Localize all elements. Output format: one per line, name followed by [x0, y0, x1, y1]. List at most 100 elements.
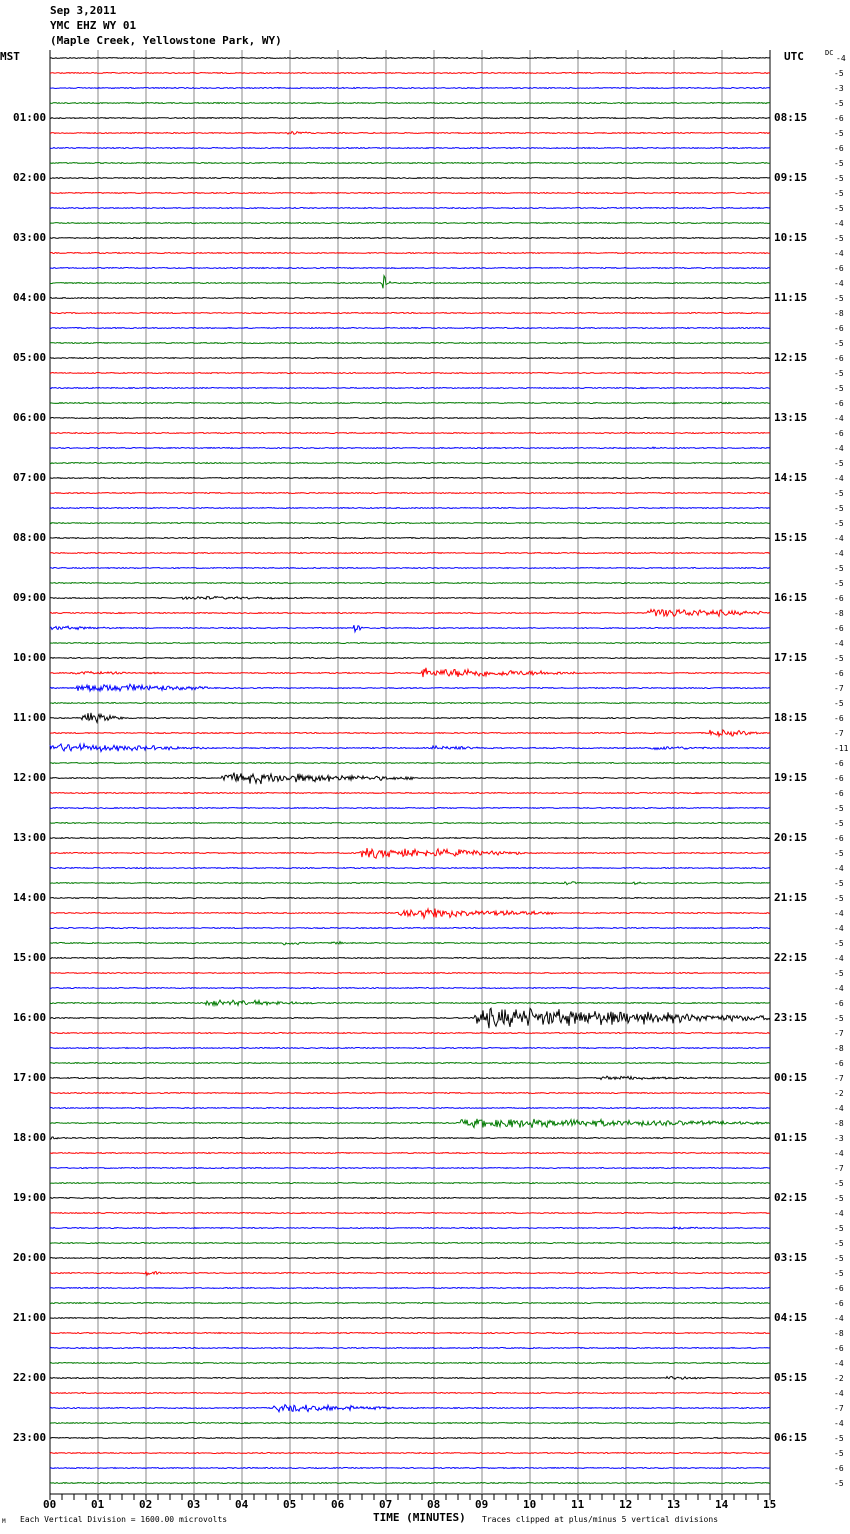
seismic-trace — [50, 356, 770, 360]
dc-offset-label: -4 — [834, 924, 844, 933]
seismic-trace — [49, 1361, 771, 1365]
dc-offset-label: -6 — [834, 594, 844, 603]
utc-hour-label: 19:15 — [774, 771, 808, 784]
dc-offset-label: -4 — [834, 1389, 844, 1398]
seismic-trace — [49, 1181, 771, 1185]
mst-hour-label: 22:00 — [13, 1371, 47, 1384]
seismic-trace — [49, 1241, 771, 1245]
dc-offset-label: -6 — [834, 789, 844, 798]
utc-hour-label: 13:15 — [774, 411, 808, 424]
dc-offset-label: -5 — [834, 564, 844, 573]
dc-offset-label: -6 — [834, 144, 844, 153]
dc-offset-label: -4 — [834, 984, 844, 993]
dc-offset-label: -4 — [834, 639, 844, 648]
seismic-trace — [49, 608, 771, 618]
x-tick-label: 14 — [715, 1498, 729, 1511]
dc-offset-label: -5 — [834, 894, 844, 903]
mst-hour-label: 04:00 — [13, 291, 47, 304]
seismic-trace — [49, 176, 771, 180]
seismic-trace — [49, 1403, 771, 1414]
seismic-trace — [49, 896, 771, 900]
dc-offset-label: -5 — [834, 1014, 844, 1023]
seismic-trace — [49, 130, 771, 135]
seismic-trace — [49, 1225, 771, 1230]
dc-offset-label: -4 — [834, 1359, 844, 1368]
dc-offset-label: -8 — [834, 309, 844, 318]
dc-offset-label: -2 — [834, 1374, 844, 1383]
dc-offset-label: -8 — [834, 1044, 844, 1053]
dc-offset-label: -6 — [834, 714, 844, 723]
utc-hour-label: 01:15 — [774, 1131, 808, 1144]
mst-hour-label: 02:00 — [13, 171, 47, 184]
seismic-trace — [49, 566, 771, 570]
dc-offset-label: -4 — [834, 534, 844, 543]
seismic-trace — [49, 1106, 771, 1110]
seismic-trace — [49, 847, 771, 859]
dc-offset-label: -3 — [834, 84, 844, 93]
dc-offset-label: -7 — [834, 1404, 844, 1413]
seismic-trace — [49, 742, 771, 753]
utc-hour-label: 05:15 — [774, 1371, 808, 1384]
clip-note: Traces clipped at plus/minus 5 vertical … — [482, 1515, 719, 1524]
seismic-trace — [49, 536, 770, 540]
utc-hour-label: 12:15 — [774, 351, 808, 364]
mst-hour-label: 05:00 — [13, 351, 47, 364]
dc-offset-label: -4 — [836, 54, 846, 63]
dc-offset-label: -5 — [834, 459, 844, 468]
dc-offset-label: -5 — [834, 579, 844, 588]
seismic-trace — [49, 1436, 771, 1440]
utc-hour-label: 20:15 — [774, 831, 808, 844]
seismic-trace — [49, 1136, 771, 1140]
dc-offset-label: -8 — [834, 609, 844, 618]
x-tick-label: 10 — [523, 1498, 537, 1511]
corner-mark: M — [2, 1518, 6, 1525]
utc-hour-label: 08:15 — [774, 111, 808, 124]
dc-offset-label: -7 — [834, 1029, 844, 1038]
dc-offset-label: -5 — [834, 939, 844, 948]
mst-hour-label: 08:00 — [13, 531, 47, 544]
dc-offset-label: -4 — [834, 219, 844, 228]
dc-offset-label: -6 — [834, 1284, 844, 1293]
seismic-trace — [49, 221, 771, 225]
dc-offset-label: -5 — [834, 189, 844, 198]
dc-offset-label: -4 — [834, 1209, 844, 1218]
seismic-trace — [49, 1286, 771, 1290]
dc-offset-label: -5 — [834, 159, 844, 168]
seismic-trace — [49, 236, 771, 240]
dc-offset-label: -6 — [834, 264, 844, 273]
dc-offset-label: -6 — [834, 669, 844, 678]
x-tick-label: 02 — [139, 1498, 153, 1511]
dc-offset-label: -8 — [834, 1329, 844, 1338]
utc-hour-label: 06:15 — [774, 1431, 808, 1444]
seismic-trace — [49, 551, 771, 555]
mst-hour-label: 13:00 — [13, 831, 47, 844]
seismic-trace — [49, 506, 771, 510]
seismic-trace — [49, 1061, 771, 1065]
seismic-trace — [49, 772, 771, 785]
dc-offset-label: -4 — [834, 1314, 844, 1323]
seismic-trace — [49, 446, 771, 450]
seismic-trace — [49, 146, 770, 150]
mst-hour-label: 10:00 — [13, 651, 47, 664]
mst-hour-label: 15:00 — [13, 951, 47, 964]
mst-hour-label: 20:00 — [13, 1251, 47, 1264]
dc-offset-label: -7 — [834, 684, 844, 693]
utc-axis-title: UTC — [784, 50, 804, 63]
dc-offset-label: -11 — [834, 744, 849, 753]
seismic-trace — [49, 1196, 771, 1200]
mst-axis-title: MST — [0, 50, 20, 63]
seismic-trace — [49, 956, 771, 960]
seismic-trace — [49, 206, 771, 210]
seismic-trace — [49, 1301, 771, 1305]
x-tick-label: 07 — [379, 1498, 393, 1511]
dc-offset-label: -5 — [834, 849, 844, 858]
dc-offset-label: -6 — [834, 1299, 844, 1308]
dc-offset-label: -5 — [834, 819, 844, 828]
seismic-trace — [49, 1166, 771, 1170]
seismic-trace — [49, 1256, 771, 1260]
seismic-trace — [49, 1451, 771, 1455]
seismic-trace — [49, 836, 771, 840]
utc-hour-label: 15:15 — [774, 531, 808, 544]
dc-offset-label: -6 — [834, 624, 844, 633]
mst-hour-label: 16:00 — [13, 1011, 47, 1024]
